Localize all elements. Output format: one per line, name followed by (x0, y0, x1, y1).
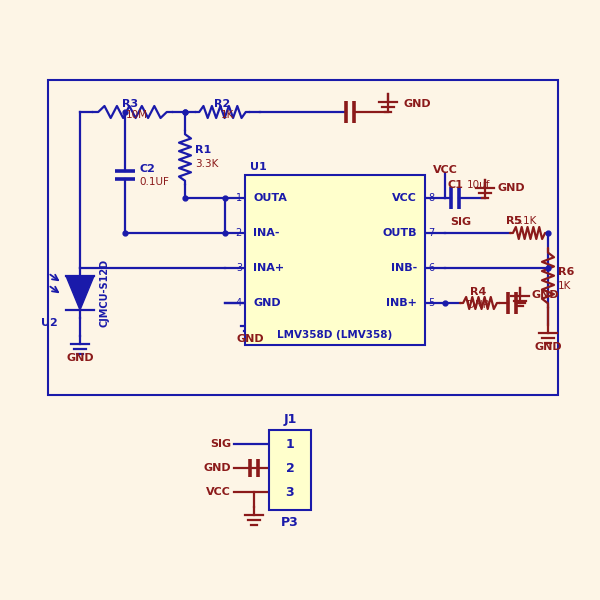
FancyBboxPatch shape (269, 430, 311, 510)
Text: INA-: INA- (253, 228, 280, 238)
Text: U2: U2 (41, 318, 58, 328)
Text: 1K: 1K (558, 281, 571, 291)
Text: U1: U1 (250, 162, 267, 172)
Text: GND: GND (403, 99, 431, 109)
Text: R5: R5 (506, 216, 522, 226)
Text: 5: 5 (428, 298, 434, 308)
Text: 0.1UF: 0.1UF (139, 177, 169, 187)
Text: C1: C1 (447, 180, 463, 190)
Text: R2: R2 (214, 99, 230, 109)
Text: 3.3K: 3.3K (195, 159, 218, 169)
Text: GND: GND (497, 183, 524, 193)
Text: 3: 3 (236, 263, 242, 273)
Text: OUTB: OUTB (383, 228, 417, 238)
Text: 1: 1 (286, 437, 295, 451)
Text: GND: GND (534, 342, 562, 352)
Text: VCC: VCC (392, 193, 417, 203)
Text: 2: 2 (236, 228, 242, 238)
Text: 2: 2 (286, 461, 295, 475)
Text: GND: GND (236, 334, 264, 344)
Text: GND: GND (532, 290, 560, 300)
Text: 1: 1 (236, 193, 242, 203)
Text: 6: 6 (428, 263, 434, 273)
Text: SIG: SIG (450, 217, 471, 227)
Text: GND: GND (253, 298, 281, 308)
Text: C2: C2 (139, 164, 155, 174)
Text: LMV358D (LMV358): LMV358D (LMV358) (277, 330, 392, 340)
Text: INB-: INB- (391, 263, 417, 273)
Text: 10M: 10M (126, 110, 148, 120)
Text: 1K: 1K (221, 110, 235, 120)
Text: INB+: INB+ (386, 298, 417, 308)
Text: R3: R3 (122, 99, 138, 109)
Text: R6: R6 (558, 267, 574, 277)
Text: VCC: VCC (206, 487, 231, 497)
Text: J1: J1 (283, 413, 296, 427)
Text: OUTA: OUTA (253, 193, 287, 203)
Text: INA+: INA+ (253, 263, 284, 273)
Text: 10uf: 10uf (467, 180, 491, 190)
Text: 4: 4 (236, 298, 242, 308)
Text: 5.1K: 5.1K (514, 216, 536, 226)
Text: 3: 3 (286, 485, 295, 499)
Text: GND: GND (66, 353, 94, 363)
FancyBboxPatch shape (245, 175, 425, 345)
Text: DNP: DNP (467, 300, 489, 310)
Text: 7: 7 (428, 228, 434, 238)
Text: VCC: VCC (433, 165, 457, 175)
Text: CJMCU-S12D: CJMCU-S12D (100, 259, 110, 327)
Text: R1: R1 (195, 145, 211, 155)
Text: R4: R4 (470, 287, 486, 297)
Text: SIG: SIG (210, 439, 231, 449)
Text: 8: 8 (428, 193, 434, 203)
Polygon shape (66, 276, 94, 310)
Text: P3: P3 (281, 515, 299, 529)
Text: GND: GND (203, 463, 231, 473)
